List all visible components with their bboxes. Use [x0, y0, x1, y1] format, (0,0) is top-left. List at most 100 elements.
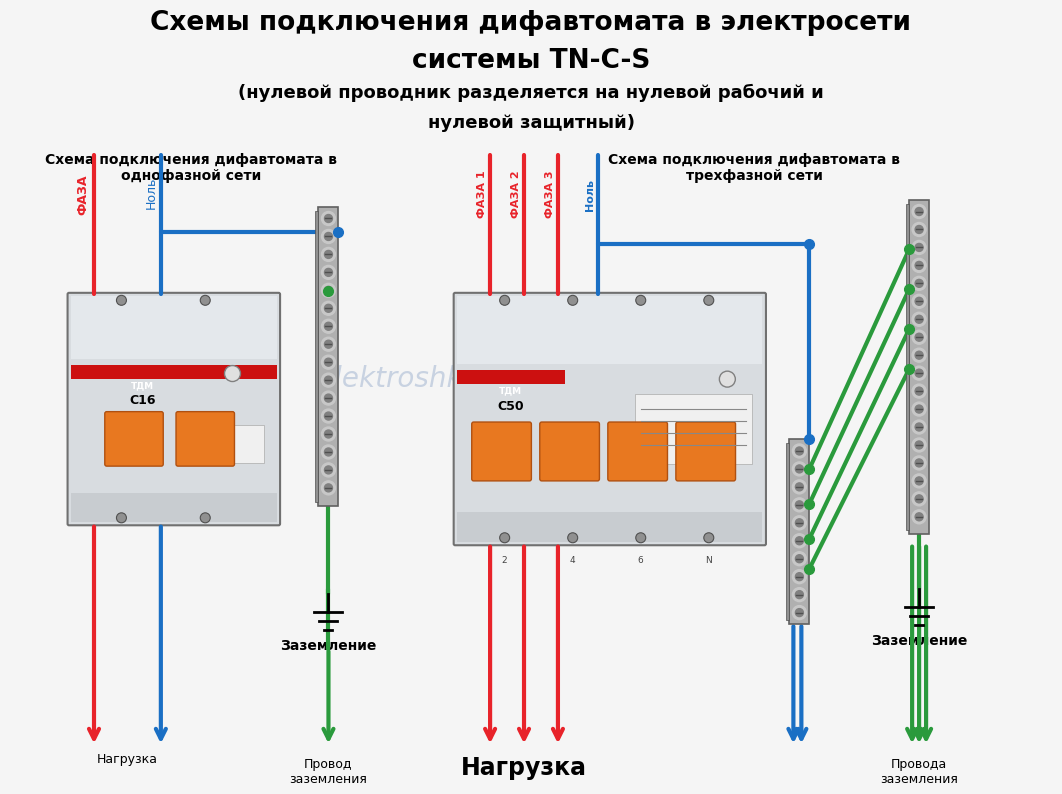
Text: Нагрузка: Нагрузка [461, 756, 587, 781]
Circle shape [792, 569, 806, 584]
Circle shape [322, 481, 336, 495]
Text: Ноль: Ноль [585, 179, 595, 210]
FancyBboxPatch shape [472, 422, 531, 481]
Circle shape [325, 304, 332, 312]
Text: 6: 6 [638, 556, 644, 565]
Circle shape [795, 555, 803, 563]
Circle shape [325, 484, 332, 491]
FancyBboxPatch shape [539, 422, 599, 481]
Circle shape [912, 330, 926, 345]
Circle shape [912, 312, 926, 326]
Circle shape [915, 207, 923, 215]
Circle shape [915, 315, 923, 323]
Text: C16: C16 [130, 394, 156, 407]
Circle shape [915, 279, 923, 287]
Bar [319, 206, 339, 506]
Circle shape [912, 384, 926, 398]
Circle shape [912, 295, 926, 308]
Circle shape [795, 465, 803, 473]
Circle shape [325, 214, 332, 222]
Circle shape [201, 513, 210, 522]
Circle shape [912, 438, 926, 452]
Text: elektroshkola.ru: elektroshkola.ru [318, 365, 543, 393]
Bar [906, 203, 909, 530]
Circle shape [795, 501, 803, 509]
Circle shape [322, 265, 336, 279]
Text: ФАЗА 3: ФАЗА 3 [545, 171, 555, 218]
Circle shape [912, 349, 926, 362]
Circle shape [568, 533, 578, 543]
Bar [71, 493, 276, 522]
Circle shape [117, 295, 126, 306]
Circle shape [322, 409, 336, 423]
Circle shape [912, 258, 926, 272]
Circle shape [912, 474, 926, 488]
Circle shape [792, 516, 806, 530]
FancyBboxPatch shape [105, 411, 164, 466]
Circle shape [912, 491, 926, 506]
Text: ТДМ: ТДМ [499, 387, 523, 395]
Circle shape [704, 295, 714, 306]
Circle shape [322, 463, 336, 477]
Text: ФАЗА 2: ФАЗА 2 [511, 171, 521, 218]
Text: Нагрузка: Нагрузка [97, 754, 158, 766]
Circle shape [912, 276, 926, 291]
Circle shape [322, 301, 336, 315]
Text: C50: C50 [497, 399, 525, 413]
Text: N: N [705, 556, 713, 565]
Circle shape [325, 340, 332, 349]
Circle shape [322, 337, 336, 351]
Circle shape [325, 412, 332, 420]
FancyBboxPatch shape [607, 422, 668, 481]
Circle shape [795, 572, 803, 580]
Circle shape [224, 365, 240, 382]
Circle shape [915, 441, 923, 449]
Bar [789, 439, 809, 623]
Text: Заземление: Заземление [280, 638, 377, 653]
Text: системы TN-C-S: системы TN-C-S [412, 48, 650, 74]
Circle shape [325, 287, 332, 295]
Text: Схемы подключения дифавтомата в электросети: Схемы подключения дифавтомата в электрос… [151, 10, 911, 36]
Circle shape [500, 295, 510, 306]
Circle shape [568, 295, 578, 306]
Bar [909, 199, 929, 534]
Bar [635, 394, 752, 464]
Bar [185, 426, 264, 464]
Circle shape [322, 229, 336, 244]
Text: 4: 4 [570, 556, 576, 565]
Circle shape [792, 534, 806, 548]
Circle shape [325, 358, 332, 366]
FancyBboxPatch shape [176, 411, 235, 466]
Circle shape [915, 513, 923, 521]
Circle shape [915, 297, 923, 306]
Circle shape [915, 261, 923, 269]
Bar [71, 296, 276, 359]
Circle shape [322, 373, 336, 387]
Circle shape [322, 248, 336, 261]
Circle shape [792, 588, 806, 602]
Circle shape [795, 483, 803, 491]
Circle shape [795, 591, 803, 599]
Circle shape [915, 477, 923, 485]
Circle shape [915, 405, 923, 413]
Bar [457, 296, 763, 364]
Circle shape [912, 510, 926, 524]
Circle shape [912, 366, 926, 380]
Circle shape [915, 351, 923, 359]
Circle shape [792, 498, 806, 512]
Circle shape [500, 533, 510, 543]
Text: (нулевой проводник разделяется на нулевой рабочий и: (нулевой проводник разделяется на нулево… [238, 84, 824, 102]
Circle shape [636, 295, 646, 306]
Circle shape [636, 533, 646, 543]
Circle shape [915, 244, 923, 252]
Text: Ноль: Ноль [144, 176, 158, 209]
Circle shape [915, 225, 923, 233]
Circle shape [201, 295, 210, 306]
Circle shape [322, 283, 336, 297]
Bar [315, 210, 319, 502]
Circle shape [795, 537, 803, 545]
Circle shape [325, 233, 332, 241]
Bar [457, 512, 763, 542]
Circle shape [322, 211, 336, 225]
Circle shape [325, 250, 332, 258]
